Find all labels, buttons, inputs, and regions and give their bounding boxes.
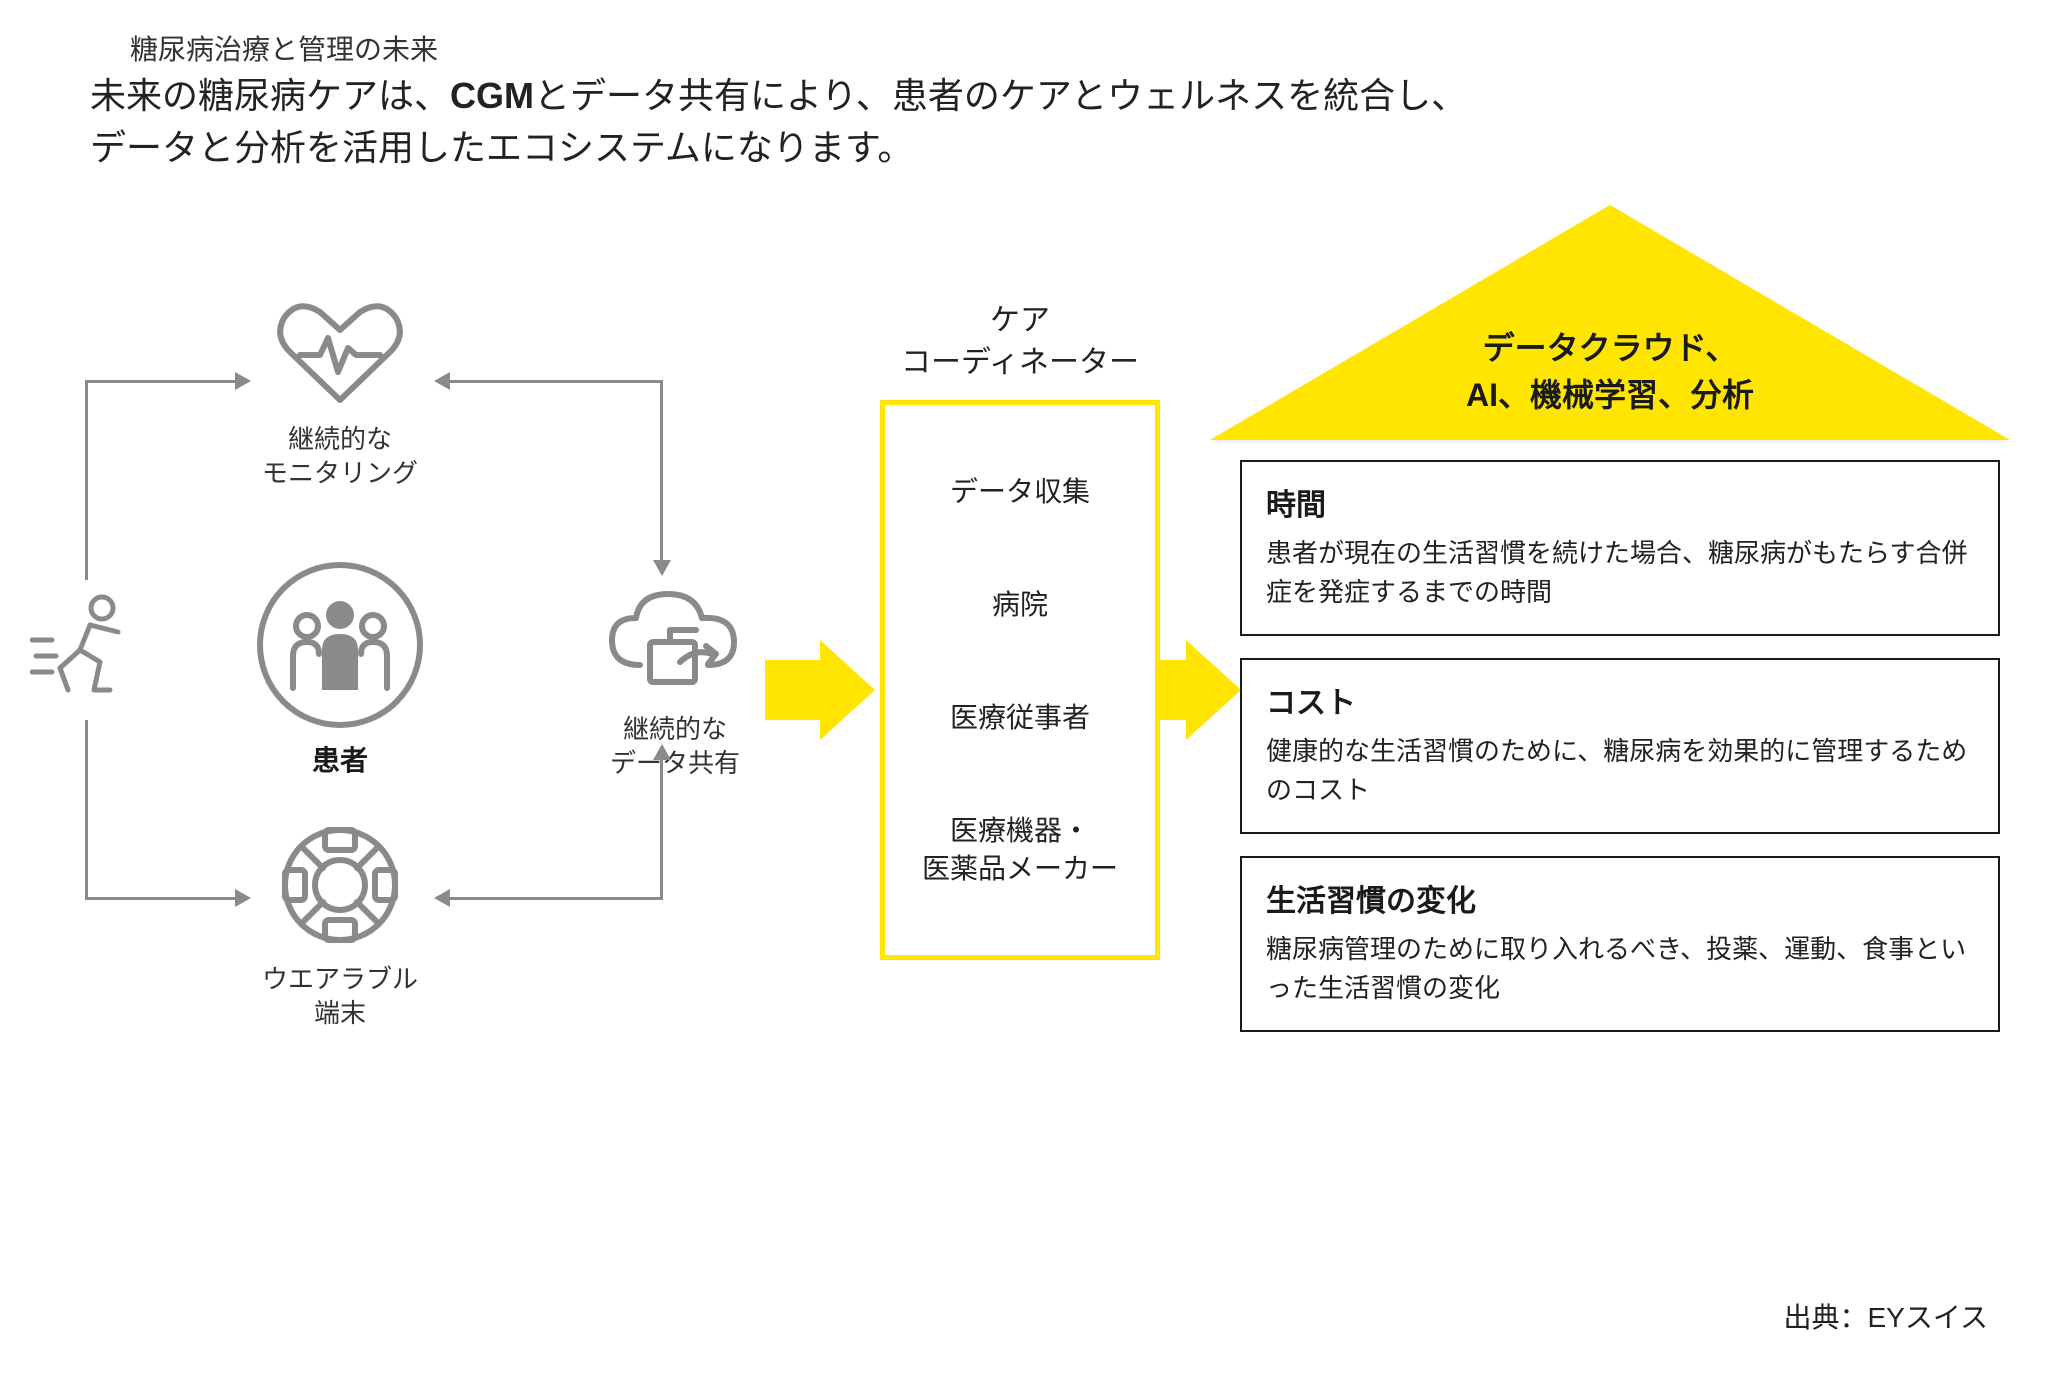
runner-icon xyxy=(30,590,140,710)
coordinator-box: データ収集 病院 医療従事者 医療機器・医薬品メーカー xyxy=(880,400,1160,960)
monitoring-label: 継続的なモニタリング xyxy=(260,423,420,491)
patient-label: 患者 xyxy=(255,743,425,779)
coordinator-title: ケアコーディネーター xyxy=(880,300,1160,384)
node-datashare: 継続的なデータ共有 xyxy=(590,580,760,781)
page-subtitle: 未来の糖尿病ケアは、CGMとデータ共有により、患者のケアとウェルネスを統合し、デ… xyxy=(90,70,1467,174)
arrowhead-icon xyxy=(434,889,450,907)
card-cost: コスト 健康的な生活習慣のために、糖尿病を効果的に管理するためのコスト xyxy=(1240,658,2000,834)
card-time: 時間 患者が現在の生活習慣を続けた場合、糖尿病がもたらす合併症を発症するまでの時… xyxy=(1240,460,2000,636)
node-patient: 患者 xyxy=(255,560,425,779)
arrowhead-icon xyxy=(235,372,251,390)
node-runner xyxy=(30,590,140,723)
coordinator-item: データ収集 xyxy=(895,473,1145,511)
coordinator-item: 医療従事者 xyxy=(895,699,1145,737)
ecosystem-diagram: 患者 継続的なモニタリング ウエアラブル端末 継続的なデータ共有 xyxy=(30,300,810,1020)
card-heading: 生活習慣の変化 xyxy=(1266,876,1974,920)
card-body: 健康的な生活習慣のために、糖尿病を効果的に管理するためのコスト xyxy=(1266,732,1974,810)
arrow-seg xyxy=(85,897,235,900)
cloud-icon xyxy=(600,580,750,700)
card-lifestyle: 生活習慣の変化 糖尿病管理のために取り入れるべき、投薬、運動、食事といった生活習… xyxy=(1240,856,2000,1032)
arrow-seg xyxy=(660,760,663,900)
card-body: 糖尿病管理のために取り入れるべき、投薬、運動、食事といった生活習慣の変化 xyxy=(1266,930,1974,1008)
source-attribution: 出典：EYスイス xyxy=(1783,1296,1988,1336)
pyramid-line1: データクラウド、 xyxy=(1483,330,1738,366)
arrowhead-icon xyxy=(653,744,671,760)
arrow-seg xyxy=(85,720,88,900)
people-icon xyxy=(255,560,425,730)
arrow-seg xyxy=(85,380,235,383)
pyramid-top: データクラウド、 AI、機械学習、分析 xyxy=(1210,205,2010,440)
wearable-label: ウエアラブル端末 xyxy=(260,963,420,1031)
node-wearable: ウエアラブル端末 xyxy=(260,820,420,1031)
info-cards: 時間 患者が現在の生活習慣を続けた場合、糖尿病がもたらす合併症を発症するまでの時… xyxy=(1240,460,2000,1054)
arrow-seg xyxy=(450,380,660,383)
card-heading: 時間 xyxy=(1266,480,1974,524)
lifebuoy-icon xyxy=(275,820,405,950)
arrow-seg xyxy=(660,380,663,560)
coordinator-item: 医療機器・医薬品メーカー xyxy=(895,812,1145,888)
arrow-seg xyxy=(450,897,660,900)
arrowhead-icon xyxy=(653,560,671,576)
pyramid-line2: AI、機械学習、分析 xyxy=(1466,377,1754,413)
datashare-label: 継続的なデータ共有 xyxy=(590,713,760,781)
arrow-seg xyxy=(85,380,88,580)
card-body: 患者が現在の生活習慣を続けた場合、糖尿病がもたらす合併症を発症するまでの時間 xyxy=(1266,534,1974,612)
subtitle-prefix: 未来の糖尿病ケアは、 xyxy=(90,75,450,116)
arrowhead-icon xyxy=(434,372,450,390)
heart-icon xyxy=(270,300,410,410)
subtitle-bold: CGM xyxy=(450,75,534,116)
arrowhead-icon xyxy=(235,889,251,907)
coordinator-item: 病院 xyxy=(895,586,1145,624)
node-monitoring: 継続的なモニタリング xyxy=(260,300,420,491)
page-title: 糖尿病治療と管理の未来 xyxy=(130,28,438,68)
card-heading: コスト xyxy=(1266,678,1974,722)
pyramid-label: データクラウド、 AI、機械学習、分析 xyxy=(1210,325,2010,418)
